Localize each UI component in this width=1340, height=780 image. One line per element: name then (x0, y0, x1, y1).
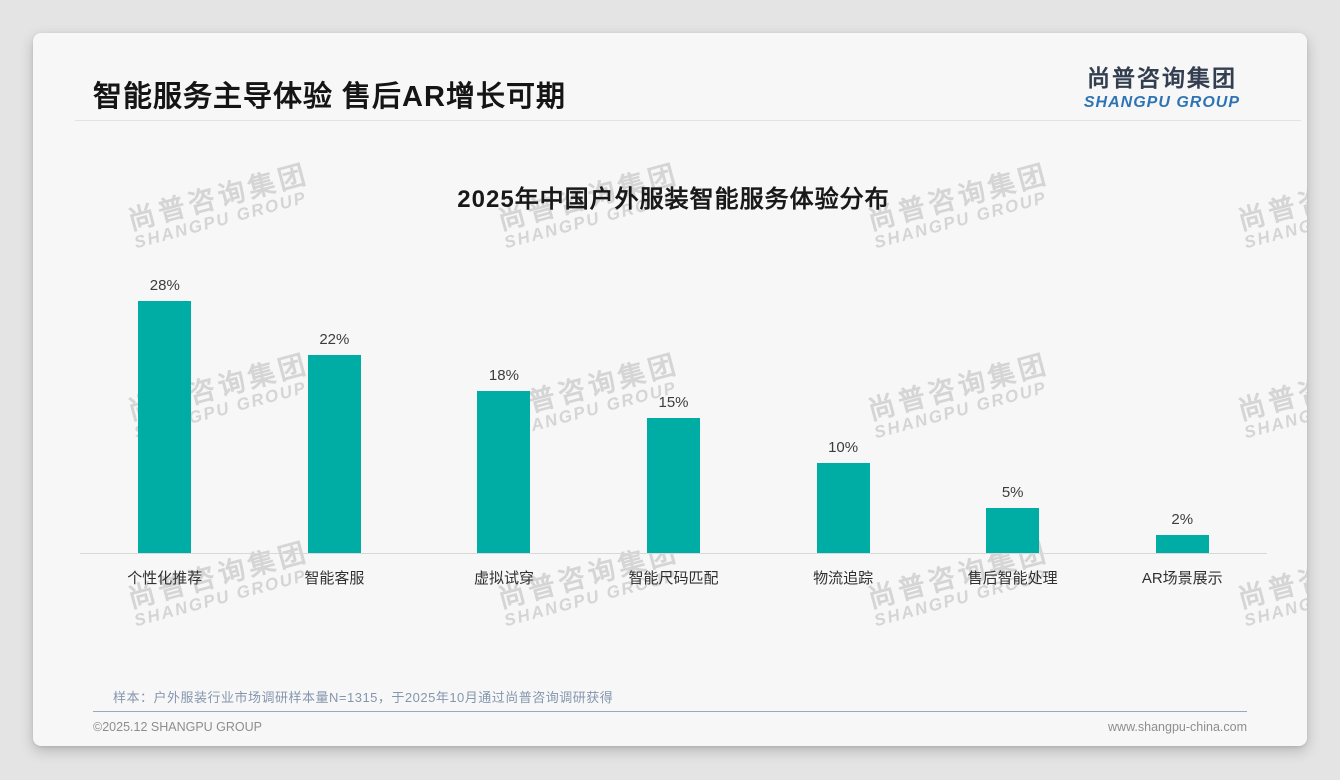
bar-value-label: 18% (488, 367, 519, 384)
category-label: 物流追踪 (813, 570, 874, 587)
bar (986, 508, 1040, 553)
footer-website: www.shangpu-china.com (1108, 720, 1247, 734)
bar (138, 301, 192, 553)
category-labels: 个性化推荐 智能客服 虚拟试穿 智能尺码匹配 物流追踪 售后智能处理 AR场景展示 (80, 567, 1267, 588)
header-divider (75, 120, 1301, 121)
bar (477, 391, 531, 553)
bar-value-label: 22% (319, 331, 350, 348)
logo-chinese-name: 尚普咨询集团 (1086, 65, 1237, 91)
footer-copyright: ©2025.12 SHANGPU GROUP (93, 720, 262, 734)
footer-divider (93, 711, 1247, 712)
bar-column: 5% (928, 484, 1098, 553)
bar (647, 418, 701, 553)
bar-column: 10% (758, 439, 928, 553)
category-label: 虚拟试穿 (473, 570, 534, 587)
category-label: 智能尺码匹配 (628, 570, 719, 587)
bar-value-label: 5% (1001, 484, 1024, 501)
bar-value-label: 2% (1171, 511, 1194, 528)
category-label: 售后智能处理 (967, 570, 1058, 587)
bar-value-label: 10% (828, 439, 859, 456)
category-label: 个性化推荐 (127, 570, 203, 587)
bar (1155, 535, 1209, 553)
logo-english-name: SHANGPU GROUP (1083, 94, 1240, 111)
bar-value-label: 15% (658, 394, 689, 411)
category-label: 智能客服 (304, 570, 365, 587)
sample-note: 样本：户外服装行业市场调研样本量N=1315，于2025年10月通过尚普咨询调研… (113, 690, 614, 705)
slide-card: 尚普咨询集团 SHANGPU GROUP 尚普咨询集团 SHANGPU GROUP 尚普… (33, 33, 1307, 746)
bar-column: 15% (589, 394, 759, 553)
company-logo: 尚普咨询集团 SHANGPU GROUP (1084, 59, 1240, 112)
bar-column: 18% (419, 367, 589, 553)
page-title: 智能服务主导体验 售后AR增长可期 (93, 81, 566, 113)
bar-column: 22% (250, 331, 420, 553)
bar (816, 463, 870, 553)
bar-value-label: 28% (149, 277, 180, 294)
footer: ©2025.12 SHANGPU GROUP www.shangpu-china… (93, 720, 1247, 734)
bar-column: 2% (1097, 511, 1267, 553)
category-label: AR场景展示 (1141, 570, 1223, 587)
plot-area: 28% 22% 18% 15% 10% 5% 2% (80, 277, 1267, 554)
bar (307, 355, 361, 553)
chart-title: 2025年中国户外服装智能服务体验分布 (457, 186, 890, 213)
bar-column: 28% (80, 277, 250, 553)
